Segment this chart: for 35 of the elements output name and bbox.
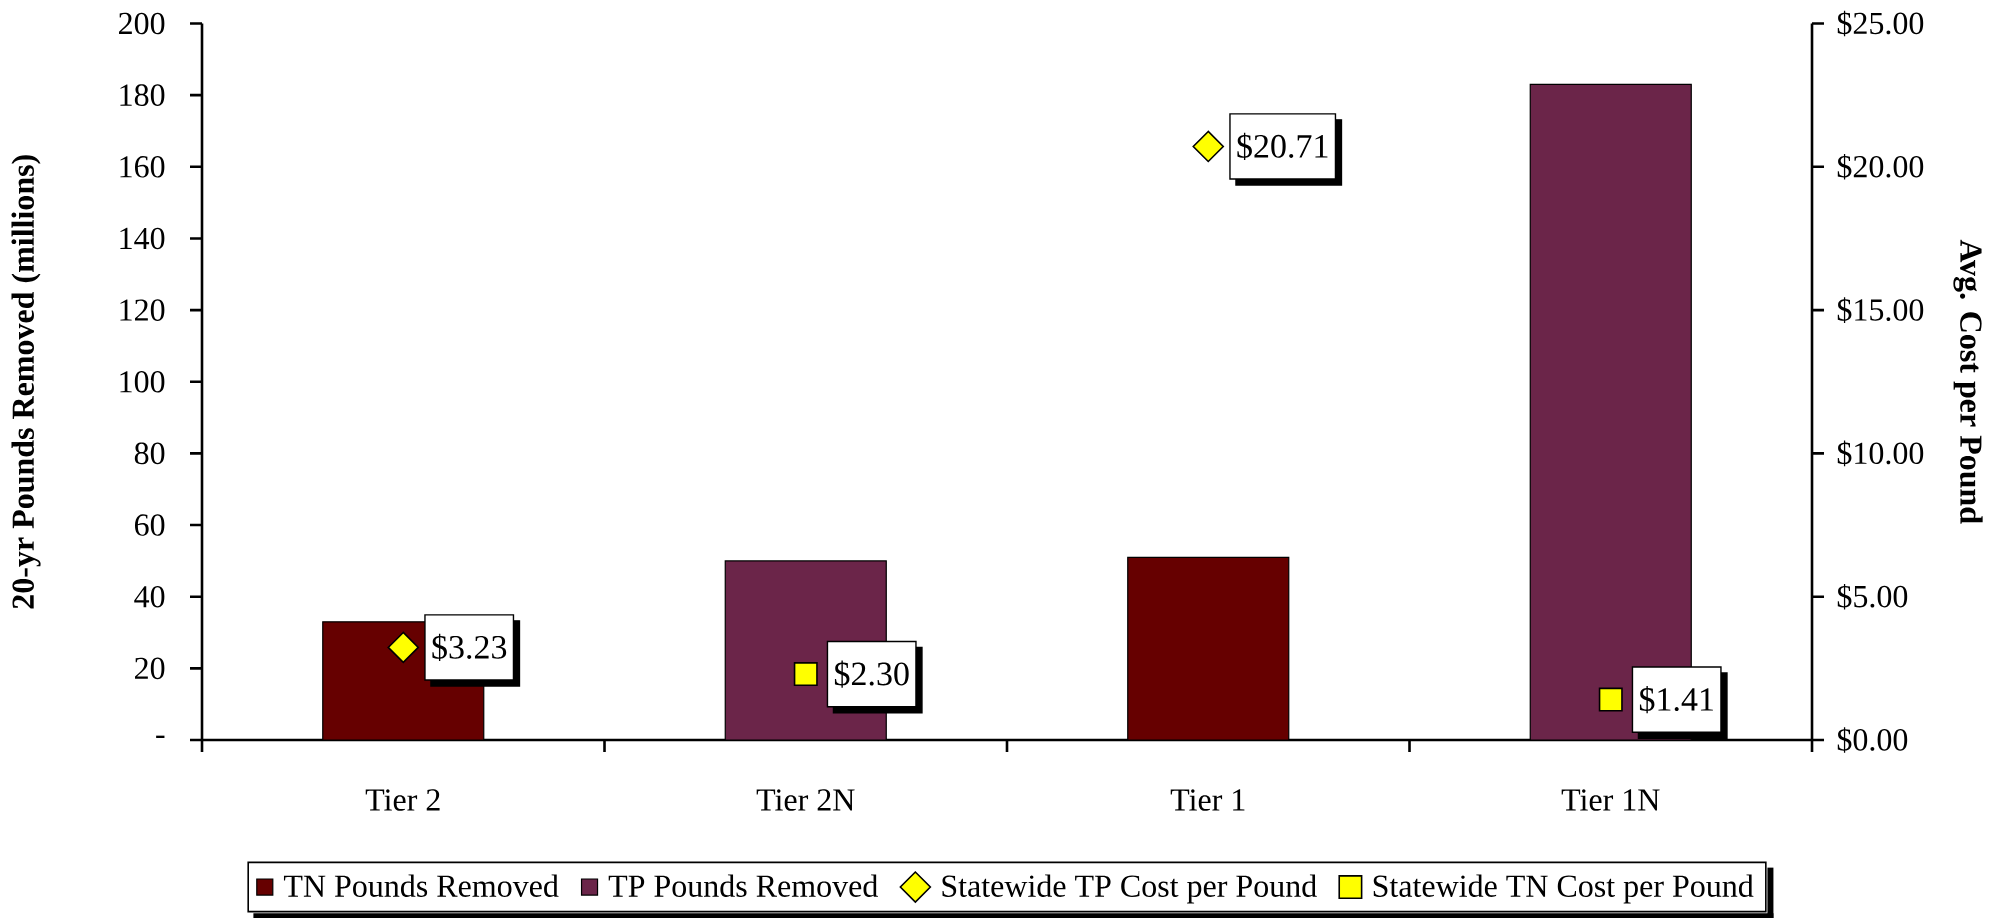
x-tick-label: Tier 1N <box>1561 789 1660 811</box>
y-tick-label: 20 <box>135 657 165 680</box>
y-tick-label: 160 <box>120 156 165 178</box>
x-tick-label: Tier 2N <box>756 789 855 811</box>
data-label: $20.71 <box>1237 132 1328 161</box>
y2-tick-label: $20.00 <box>1837 153 1924 180</box>
y2-tick-label: $0.00 <box>1837 727 1908 753</box>
y-tick-label: - <box>156 735 165 739</box>
y2-tick-label: $15.00 <box>1837 297 1924 323</box>
y-tick-label: 120 <box>120 299 165 321</box>
y2-tick-label: $5.00 <box>1837 583 1908 610</box>
y-tick-label: 140 <box>120 227 165 250</box>
legend-label: TP Pounds Removed <box>608 874 878 897</box>
data-label: $3.23 <box>432 633 507 662</box>
y-tick-label: 60 <box>134 514 165 536</box>
y-axis-title: 20-yr Pounds Removed (millions) <box>11 155 41 609</box>
y-tick-label: 40 <box>134 585 165 608</box>
point <box>1598 687 1623 712</box>
data-label: $2.30 <box>834 660 909 688</box>
y-tick-label: 200 <box>119 12 165 35</box>
legend-label: TN Pounds Removed <box>283 874 559 897</box>
y2-tick-label: $10.00 <box>1837 440 1924 467</box>
point <box>1192 130 1225 163</box>
y-tick-label: 80 <box>134 442 165 465</box>
y2-axis-title: Avg. Cost per Pound <box>1953 239 1983 524</box>
point <box>387 631 420 664</box>
legend-label: Statewide TN Cost per Pound <box>1373 874 1754 904</box>
y-tick-label: 180 <box>120 84 165 106</box>
y2-tick-label: $25.00 <box>1837 10 1924 37</box>
x-tick-label: Tier 2 <box>365 789 440 811</box>
x-tick-label: Tier 1 <box>1170 789 1245 811</box>
data-label: $1.41 <box>1639 685 1713 714</box>
y-tick-label: 100 <box>120 370 165 393</box>
legend-label: Statewide TP Cost per Pound <box>942 874 1317 904</box>
point <box>793 662 818 687</box>
